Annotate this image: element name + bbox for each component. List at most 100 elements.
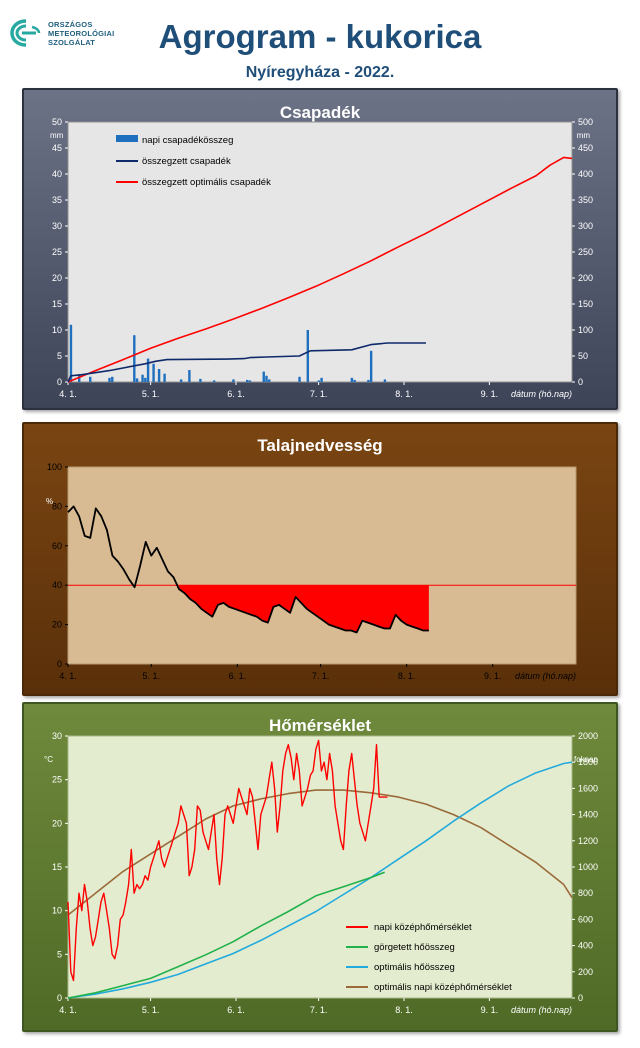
y2-tick-label: 0 bbox=[578, 377, 583, 387]
soil-chart: Talajnedvesség % 0 20 40 60 80 100 4. 1. 5. 1. 6… bbox=[46, 436, 577, 681]
x-tick-label: 5. 1. bbox=[143, 671, 161, 681]
y2-tick-label: 450 bbox=[578, 143, 593, 153]
precip-bar bbox=[268, 379, 271, 382]
x-tick-label: 9. 1. bbox=[481, 389, 499, 399]
y2-tick-label: 300 bbox=[578, 221, 593, 231]
y2-tick-label: 500 bbox=[578, 117, 593, 127]
precip-bar bbox=[317, 380, 321, 382]
y-tick-label: 45 bbox=[52, 143, 62, 153]
y2-tick-label: 1400 bbox=[578, 810, 598, 820]
y-tick-label: 50 bbox=[52, 117, 62, 127]
daily-mean-temp-line bbox=[67, 739, 388, 982]
precip-bar bbox=[383, 379, 387, 382]
y-tick-label: 0 bbox=[57, 993, 62, 1003]
precip-bar bbox=[306, 330, 310, 382]
temp-y2-unit: foknap bbox=[574, 755, 599, 764]
header: ORSZÁGOS METEOROLÓGIAI SZOLGÁLAT Agrogra… bbox=[0, 0, 640, 84]
x-axis-label: dátum (hó.nap) bbox=[511, 1005, 572, 1015]
x-tick-label: 8. 1. bbox=[398, 671, 416, 681]
page-subtitle: Nyíregyháza - 2022. bbox=[245, 64, 395, 81]
precip-y-unit: mm bbox=[50, 131, 64, 140]
y2-tick-label: 100 bbox=[578, 325, 593, 335]
logo-line-2: METEOROLÓGIAI bbox=[48, 29, 115, 38]
precip-bar bbox=[262, 371, 265, 382]
x-tick-label: 7. 1. bbox=[312, 671, 330, 681]
x-tick-label: 9. 1. bbox=[481, 1005, 499, 1015]
precip-bar bbox=[146, 358, 150, 382]
precip-bar bbox=[265, 375, 268, 382]
y2-tick-label: 250 bbox=[578, 247, 593, 257]
precip-bar bbox=[232, 379, 235, 382]
x-tick-label: 6. 1. bbox=[227, 389, 245, 399]
y-tick-label: 80 bbox=[52, 501, 62, 511]
precip-bar bbox=[369, 350, 373, 382]
precip-y2-unit: mm bbox=[577, 131, 591, 140]
y2-tick-label: 2000 bbox=[578, 731, 598, 741]
precip-bar bbox=[89, 376, 92, 382]
precip-bar bbox=[152, 363, 155, 382]
cum-precip-line bbox=[67, 342, 426, 383]
precip-bar bbox=[69, 324, 73, 382]
x-axis-label: dátum (hó.nap) bbox=[515, 671, 576, 681]
y-tick-label: 60 bbox=[52, 541, 62, 551]
legend-cum-precip: összegzett csapadék bbox=[142, 156, 231, 167]
temp-chart: Hőmérséklet °C foknap 0 5 10 15 20 25 30 0 200 40… bbox=[44, 716, 599, 1015]
omsz-logo-icon bbox=[10, 19, 41, 47]
precip-bar bbox=[179, 379, 183, 382]
y2-tick-label: 1800 bbox=[578, 757, 598, 767]
page-title: Agrogram - kukorica bbox=[158, 18, 482, 55]
y-tick-label: 0 bbox=[57, 377, 62, 387]
y2-tick-label: 200 bbox=[578, 273, 593, 283]
logo-line-1: ORSZÁGOS bbox=[48, 20, 93, 29]
precip-bar bbox=[353, 379, 356, 382]
y-tick-label: 30 bbox=[52, 221, 62, 231]
x-tick-label: 5. 1. bbox=[142, 389, 160, 399]
y-tick-label: 40 bbox=[52, 169, 62, 179]
x-tick-label: 6. 1. bbox=[229, 671, 247, 681]
y2-tick-label: 400 bbox=[578, 941, 593, 951]
y2-tick-label: 350 bbox=[578, 195, 593, 205]
legend-swatch-daily-precip bbox=[116, 135, 138, 142]
y-tick-label: 20 bbox=[52, 818, 62, 828]
precip-bar bbox=[157, 369, 161, 382]
precip-bar bbox=[298, 376, 301, 382]
y-tick-label: 40 bbox=[52, 580, 62, 590]
temp-panel: Hőmérséklet °C foknap 0 5 10 15 20 25 30 0 200 40… bbox=[22, 702, 618, 1032]
y-tick-label: 25 bbox=[52, 775, 62, 785]
y-tick-label: 25 bbox=[52, 247, 62, 257]
y2-tick-label: 1000 bbox=[578, 862, 598, 872]
y2-tick-label: 50 bbox=[578, 351, 588, 361]
y-tick-label: 5 bbox=[57, 949, 62, 959]
soil-title: Talajnedvesség bbox=[257, 436, 382, 455]
soil-deficit-area bbox=[179, 585, 429, 633]
omsz-logo: ORSZÁGOS METEOROLÓGIAI SZOLGÁLAT bbox=[10, 18, 120, 52]
legend-daily-precip: napi csapadékösszeg bbox=[142, 135, 233, 146]
precip-chart: Csapadék mm mm 0510152025303540455005010… bbox=[50, 103, 593, 399]
rolling-heat-sum-line bbox=[67, 871, 385, 999]
x-tick-label: 4. 1. bbox=[59, 1005, 77, 1015]
legend-opt-precip: összegzett optimális csapadék bbox=[142, 177, 271, 188]
logo-line-3: SZOLGÁLAT bbox=[48, 38, 96, 47]
precip-bar bbox=[199, 378, 202, 382]
y-tick-label: 100 bbox=[47, 462, 62, 472]
y-tick-label: 10 bbox=[52, 325, 62, 335]
precip-bar bbox=[188, 370, 191, 382]
y-tick-label: 20 bbox=[52, 273, 62, 283]
temp-y-unit: °C bbox=[44, 755, 53, 764]
soil-y-unit: % bbox=[46, 497, 53, 506]
y-tick-label: 15 bbox=[52, 862, 62, 872]
x-axis-label: dátum (hó.nap) bbox=[511, 389, 572, 399]
y2-tick-label: 150 bbox=[578, 299, 593, 309]
precip-bar bbox=[367, 379, 370, 382]
y-tick-label: 5 bbox=[57, 351, 62, 361]
precip-title: Csapadék bbox=[280, 103, 361, 122]
y2-tick-label: 1200 bbox=[578, 836, 598, 846]
x-tick-label: 4. 1. bbox=[59, 389, 77, 399]
y2-tick-label: 600 bbox=[578, 914, 593, 924]
precip-bar bbox=[212, 380, 216, 382]
precip-legend: napi csapadékösszeg összegzett csapadék … bbox=[116, 135, 271, 188]
temp-title: Hőmérséklet bbox=[269, 716, 371, 735]
legend-opt-heat: optimális hőösszeg bbox=[374, 962, 455, 973]
x-tick-label: 8. 1. bbox=[395, 389, 413, 399]
legend-rolling-heat: görgetett hőösszeg bbox=[374, 942, 455, 953]
